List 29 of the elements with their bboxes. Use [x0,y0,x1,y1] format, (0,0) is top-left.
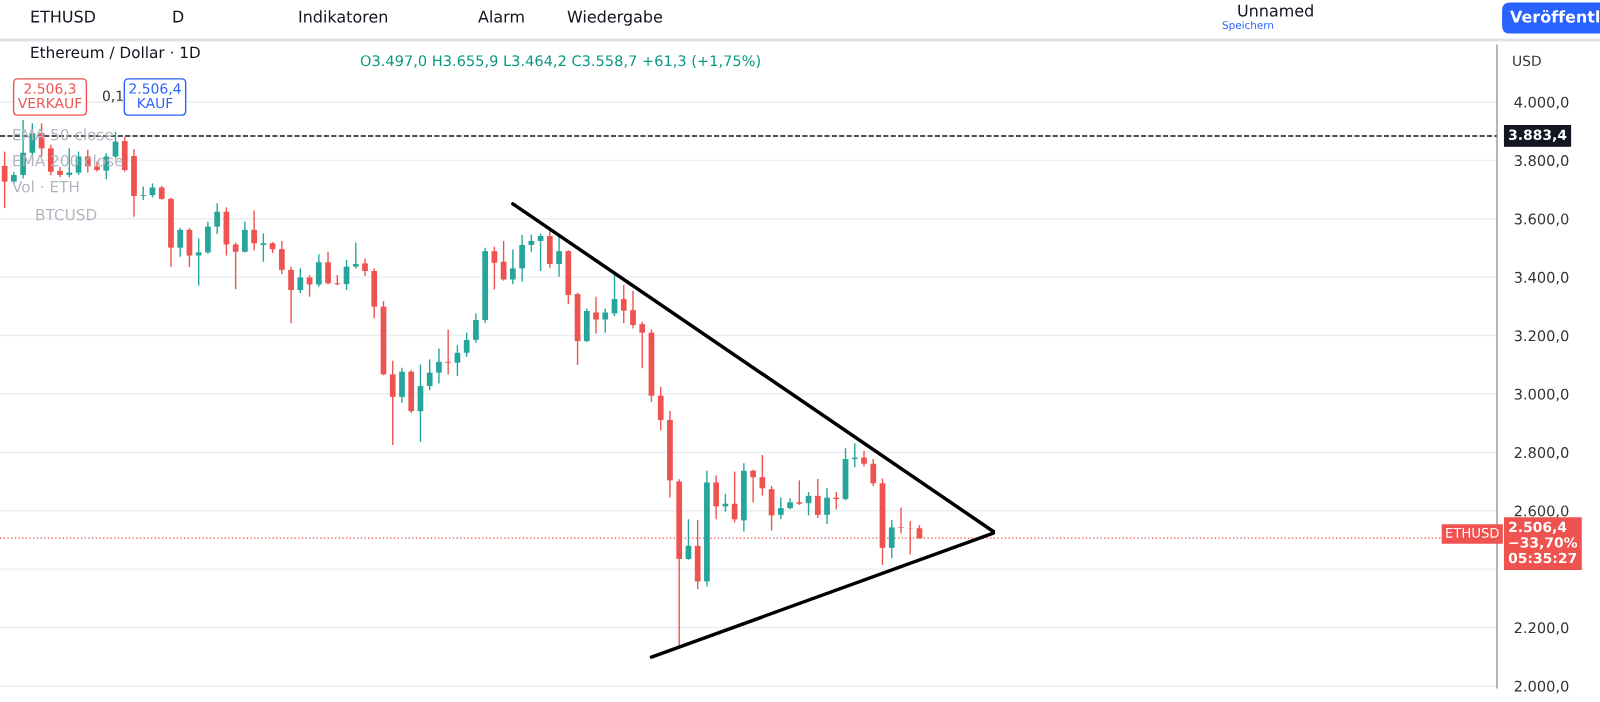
y-tick-label: 4.000,0 [1514,96,1569,110]
text: Alarm [478,10,524,23]
y-tick-label: 2.600,0 [1514,505,1569,518]
annotation: BTCUSD [36,208,97,221]
text: Veröffentl [1510,10,1600,23]
ref-line-label: 2.506,4 −33,70% 05:35:27 [1508,521,1578,564]
y-tick-label: 3.800,0 [1514,155,1569,168]
annotation: ETHUSD [1446,527,1499,538]
text: Wiedergabe [567,10,662,26]
annotation: O3.497,0 H3.655,9 L3.464,2 C3.558,7 +61,3 (+1,75%) [360,54,760,68]
y-tick-label: 2.200,0 [1514,622,1569,635]
ref-line-label: 3.883,4 [1509,129,1567,142]
chart-title: Ethereum / Dollar · 1D [31,46,200,60]
text: D [173,10,184,23]
text: Indikatoren [299,10,387,23]
annotation: 0,1 [102,90,123,103]
y-tick-label: 3.000,0 [1514,388,1569,402]
y-tick-label: 3.400,0 [1514,271,1569,285]
annotation: Vol · ETH [12,180,79,193]
y-tick-label: 2.800,0 [1514,447,1569,460]
text: ETHUSD [31,10,96,23]
annotation: 2.506,4 KAUF [129,83,181,109]
text: Speichern [1222,20,1274,32]
y-tick-label: 3.200,0 [1514,330,1569,343]
annotation: 2.506,3 VERKAUF [17,83,82,109]
y-tick-label: 2.000,0 [1514,680,1569,694]
text: Unnamed [1238,4,1313,17]
y-tick-label: 3.600,0 [1514,213,1569,226]
text: USD [1513,55,1541,67]
